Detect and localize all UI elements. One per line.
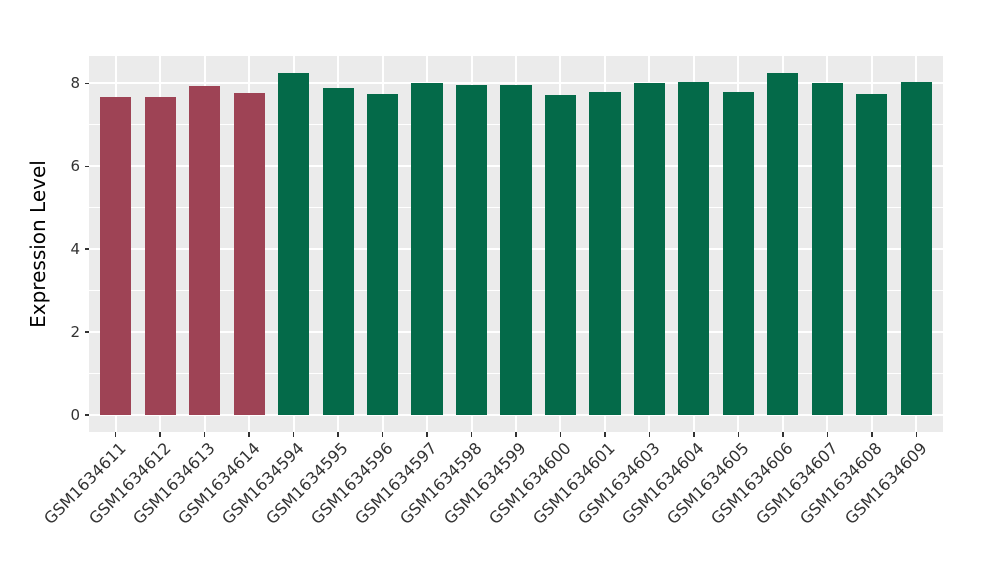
x-tick-mark <box>737 432 740 437</box>
bar-GSM1634612 <box>144 96 176 415</box>
bar-GSM1634603 <box>633 82 665 415</box>
y-tick-label: 6 <box>70 156 80 175</box>
x-tick-mark <box>782 432 784 437</box>
x-tick-mark <box>470 432 473 437</box>
bar-GSM1634594 <box>278 73 310 415</box>
plot-panel <box>89 56 943 432</box>
bar-GSM1634605 <box>722 92 754 415</box>
bar-GSM1634614 <box>233 93 265 415</box>
y-tick-label: 0 <box>70 405 80 424</box>
x-tick-mark <box>203 432 206 437</box>
bar-GSM1634600 <box>544 94 577 415</box>
x-tick-mark <box>337 432 339 437</box>
x-tick-mark <box>114 432 117 437</box>
bar-GSM1634598 <box>455 85 488 415</box>
x-tick-mark <box>693 432 695 437</box>
y-tick-mark <box>84 331 89 333</box>
y-tick-mark <box>84 414 89 416</box>
x-tick-mark <box>515 432 517 437</box>
x-tick-mark <box>559 432 562 437</box>
y-tick-label: 4 <box>70 239 80 258</box>
x-tick-mark <box>826 432 829 437</box>
x-tick-label: GSM1634609 <box>840 438 931 529</box>
y-tick-mark <box>84 248 89 250</box>
x-tick-mark <box>871 432 873 437</box>
x-tick-mark <box>292 432 295 437</box>
bar-GSM1634607 <box>811 82 843 415</box>
y-tick-label: 8 <box>70 73 80 92</box>
bar-GSM1634601 <box>589 91 621 415</box>
y-tick-label: 2 <box>70 322 80 341</box>
bar-GSM1634599 <box>500 85 532 415</box>
bar-GSM1634604 <box>678 82 710 415</box>
x-tick-mark <box>915 432 918 437</box>
bar-GSM1634595 <box>322 87 354 415</box>
x-tick-mark <box>426 432 428 437</box>
bar-GSM1634597 <box>411 82 443 415</box>
y-tick-mark <box>84 165 89 168</box>
bar-GSM1634596 <box>366 94 399 415</box>
x-tick-mark <box>604 432 606 437</box>
x-tick-mark <box>381 432 384 437</box>
bar-GSM1634608 <box>856 94 888 415</box>
x-tick-mark <box>159 432 161 437</box>
x-tick-mark <box>248 432 250 437</box>
y-tick-mark <box>84 82 89 85</box>
bar-GSM1634606 <box>767 73 799 415</box>
bar-GSM1634611 <box>100 96 132 415</box>
bar-GSM1634613 <box>189 86 221 415</box>
bar-GSM1634609 <box>900 82 932 415</box>
x-tick-mark <box>648 432 651 437</box>
